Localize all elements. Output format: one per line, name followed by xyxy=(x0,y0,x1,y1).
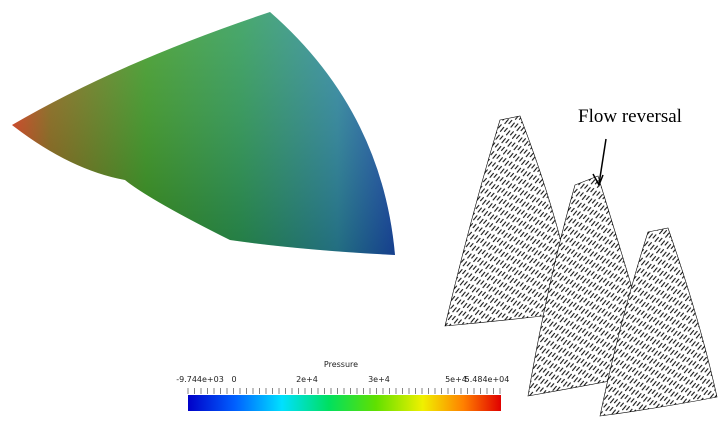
colorbar-label: 5.484e+04 xyxy=(465,375,510,384)
colorbar-gradient xyxy=(188,395,501,411)
colorbar-label: 3e+4 xyxy=(368,375,390,384)
colorbar: Pressure -9.744e+03 0 2e+4 3e+4 5e+4 5.4… xyxy=(176,360,509,411)
vector-fields xyxy=(445,116,717,416)
colorbar-title: Pressure xyxy=(324,360,358,369)
pressure-surface xyxy=(12,12,395,255)
figure: Flow reversal Pressure -9.744e+03 0 2e+4… xyxy=(0,0,719,422)
annotation-arrow xyxy=(593,139,606,185)
colorbar-label: 0 xyxy=(231,375,236,384)
colorbar-label: 2e+4 xyxy=(296,375,318,384)
annotation: Flow reversal xyxy=(578,106,682,127)
colorbar-label: -9.744e+03 xyxy=(176,375,224,384)
colorbar-label: 5e+4 xyxy=(445,375,467,384)
